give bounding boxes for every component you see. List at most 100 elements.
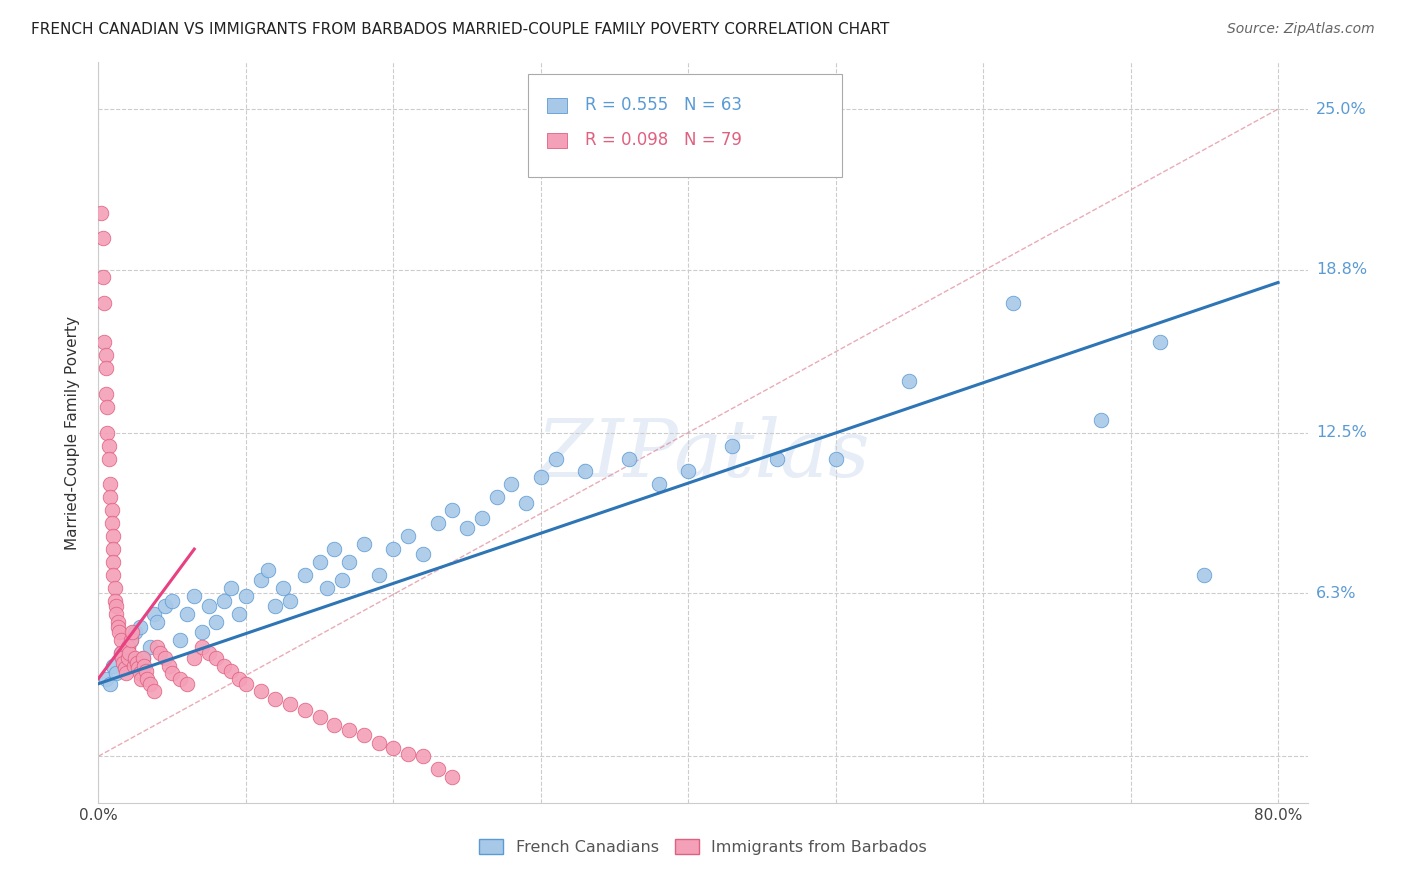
Point [544, 451, 567, 466]
Point [316, 581, 339, 595]
Point [91, 231, 114, 245]
Point [143, 607, 166, 621]
Point [128, 666, 150, 681]
Point [93, 334, 115, 349]
Point [96, 400, 118, 414]
Point [105, 666, 128, 681]
Point [134, 658, 156, 673]
Point [228, 672, 250, 686]
Point [264, 692, 287, 706]
Point [678, 465, 700, 479]
Point [129, 672, 152, 686]
Point [98, 477, 121, 491]
Point [426, 762, 449, 776]
Point [91, 270, 114, 285]
Text: 18.8%: 18.8% [1316, 262, 1367, 277]
Point [108, 624, 131, 639]
Point [139, 677, 162, 691]
Point [278, 594, 301, 608]
Text: 25.0%: 25.0% [1316, 102, 1367, 117]
Point [367, 568, 389, 582]
Point [183, 589, 205, 603]
Point [574, 465, 596, 479]
Point [117, 640, 139, 655]
Point [501, 477, 523, 491]
Point [396, 529, 419, 543]
Point [94, 672, 117, 686]
Point [412, 547, 434, 561]
Point [353, 537, 375, 551]
Point [114, 661, 136, 675]
Point [294, 568, 316, 582]
Point [648, 477, 671, 491]
Point [353, 729, 375, 743]
Point [198, 599, 221, 613]
Point [107, 615, 129, 629]
Point [128, 620, 150, 634]
Point [131, 650, 153, 665]
Point [118, 646, 141, 660]
Point [105, 607, 128, 621]
Point [143, 684, 166, 698]
Point [94, 386, 117, 401]
Text: FRENCH CANADIAN VS IMMIGRANTS FROM BARBADOS MARRIED-COUPLE FAMILY POVERTY CORREL: FRENCH CANADIAN VS IMMIGRANTS FROM BARBA… [31, 22, 890, 37]
Point [530, 469, 553, 483]
Point [112, 656, 135, 670]
Point [120, 632, 142, 647]
Point [98, 491, 121, 505]
Point [125, 656, 148, 670]
Point [235, 677, 257, 691]
Point [121, 624, 143, 639]
Point [131, 650, 153, 665]
Point [176, 607, 198, 621]
Point [139, 640, 162, 655]
Point [160, 666, 183, 681]
Point [97, 451, 120, 466]
Point [337, 555, 360, 569]
Point [228, 607, 250, 621]
Point [323, 542, 346, 557]
Text: ZIPatlas: ZIPatlas [536, 416, 870, 493]
Point [235, 589, 257, 603]
Point [124, 650, 146, 665]
Point [110, 632, 132, 647]
Point [249, 573, 271, 587]
Point [1149, 334, 1171, 349]
Point [117, 650, 139, 665]
Text: R = 0.555   N = 63: R = 0.555 N = 63 [585, 96, 741, 114]
Point [367, 736, 389, 750]
Point [271, 581, 294, 595]
FancyBboxPatch shape [527, 73, 842, 178]
Point [100, 503, 122, 517]
Point [441, 770, 464, 784]
Point [101, 658, 124, 673]
Point [396, 747, 419, 761]
Point [330, 573, 353, 587]
Point [136, 672, 159, 686]
Point [122, 658, 145, 673]
Point [100, 516, 122, 531]
Legend: French Canadians, Immigrants from Barbados: French Canadians, Immigrants from Barbad… [472, 833, 934, 862]
Point [323, 718, 346, 732]
Point [104, 581, 127, 595]
Point [146, 640, 169, 655]
Point [101, 542, 124, 557]
Point [456, 521, 478, 535]
Text: R = 0.098   N = 79: R = 0.098 N = 79 [585, 131, 741, 149]
Point [93, 296, 115, 310]
Point [97, 439, 120, 453]
Point [98, 677, 121, 691]
Point [471, 511, 494, 525]
Point [94, 360, 117, 375]
Point [264, 599, 287, 613]
Point [278, 698, 301, 712]
Point [153, 599, 176, 613]
Point [104, 594, 127, 608]
Point [90, 205, 112, 219]
Point [308, 710, 330, 724]
Point [382, 542, 405, 557]
Point [485, 491, 508, 505]
Point [219, 664, 242, 678]
Point [101, 568, 124, 582]
Point [898, 374, 921, 388]
